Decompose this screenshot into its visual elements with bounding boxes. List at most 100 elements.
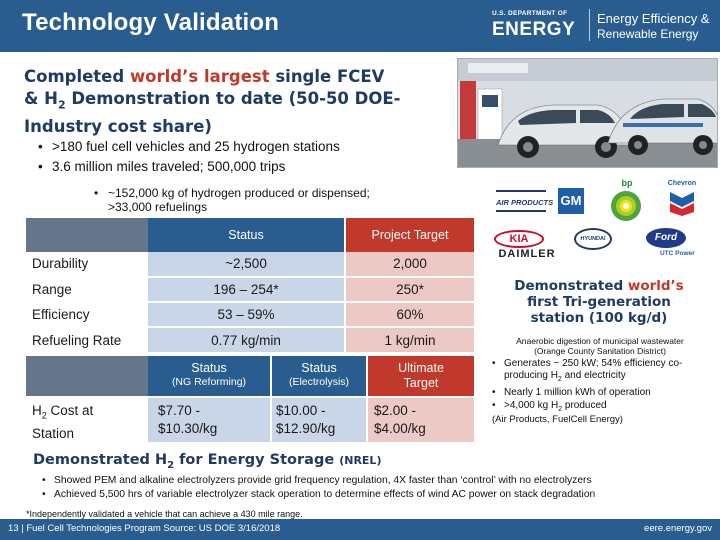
refueling-target: 1 kg/min xyxy=(384,333,436,348)
durability-status: ~2,500 xyxy=(225,256,267,271)
es-bullet-text: Showed PEM and alkaline electrolyzers pr… xyxy=(54,475,592,486)
bullet-miles: • 3.6 million miles traveled; 500,000 tr… xyxy=(38,159,286,174)
bp-logo-text: bp xyxy=(621,178,633,188)
es-bullet-stack: • Achieved 5,500 hrs of variable electro… xyxy=(42,489,596,500)
doe-logo-small-text: U.S. DEPARTMENT OF xyxy=(492,10,568,17)
tri-generation-heading: Demonstrated world’s first Tri-generatio… xyxy=(480,278,718,326)
bullet-dot: • xyxy=(492,387,496,398)
row-label-range: Range xyxy=(32,282,72,297)
footer-url[interactable]: eere.energy.gov xyxy=(644,523,712,534)
row-label-durability: Durability xyxy=(32,256,89,271)
partner-logos: AIR PRODUCTS GM bp Chevron KIA HYUNDAI F… xyxy=(484,178,720,264)
tri-bullet-text: Nearly 1 million kWh of operation xyxy=(504,387,651,398)
table-corner-cell xyxy=(26,218,148,252)
cost-el-cell xyxy=(272,398,366,442)
energy-storage-heading: Demonstrated H2 for Energy Storage (NREL… xyxy=(33,452,381,471)
cost-header-ultimate: Ultimate Target xyxy=(368,356,474,396)
cost-header-electrolysis: Status (Electrolysis) xyxy=(272,356,366,396)
tri-bullet-text: >4,000 kg H xyxy=(504,400,559,411)
tri-bullet-sub: 2 xyxy=(558,406,563,413)
headline-part2: single FCEV xyxy=(269,67,385,86)
bullet-dot: • xyxy=(94,186,99,200)
bullet-dot: • xyxy=(492,358,496,369)
bullet-dot: • xyxy=(38,159,43,174)
es-bullet-frequency: • Showed PEM and alkaline electrolyzers … xyxy=(42,475,592,486)
tri-head-line2: first Tri-generation xyxy=(527,294,671,310)
tri-sub-line2: (Orange County Sanitation District) xyxy=(534,346,666,356)
tri-bullet-text: Generates ~ 250 kW; 54% efficiency co-pr… xyxy=(504,358,683,381)
headline-sub: 2 xyxy=(57,98,66,112)
headline-highlight: world’s largest xyxy=(129,67,270,86)
cost-label-line2: Station xyxy=(32,425,75,441)
es-head-nrel: (NREL) xyxy=(339,454,382,467)
air-products-logo: AIR PRODUCTS xyxy=(496,190,553,212)
cost-header-el-sub: (Electrolysis) xyxy=(288,376,350,388)
cost-ng-value: $7.70 - $10.30/kg xyxy=(158,402,217,438)
efficiency-status: 53 – 59% xyxy=(217,307,275,322)
cost-el-value: $10.00 - $12.90/kg xyxy=(276,402,335,438)
bullet-dot: • xyxy=(42,475,46,486)
row-label-refueling-rate: Refueling Rate xyxy=(32,333,122,348)
cost-row-label: H2 Cost at Station xyxy=(32,402,93,443)
tri-head-line3: station (100 kg/d) xyxy=(530,310,668,326)
header-bar: Technology Validation U.S. DEPARTMENT OF… xyxy=(0,0,720,52)
cost-label-rest: Cost at xyxy=(46,403,94,418)
cost-header-ng-sub: (NG Reforming) xyxy=(171,376,247,388)
es-bullet-text: Achieved 5,500 hrs of variable electroly… xyxy=(54,489,596,500)
footnote: *Independently validated a vehicle that … xyxy=(26,509,303,519)
bullet-dot: • xyxy=(42,489,46,500)
cost-label-h: H xyxy=(32,403,42,418)
durability-target: 2,000 xyxy=(393,256,427,271)
tri-bullet-generates: • Generates ~ 250 kW; 54% efficiency co-… xyxy=(492,358,716,386)
fcev-station-photo xyxy=(457,58,718,168)
tri-generation-subtitle: Anaerobic digestion of municipal wastewa… xyxy=(490,336,710,356)
row-label-efficiency: Efficiency xyxy=(32,307,90,322)
es-head-pre: Demonstrated H xyxy=(33,452,168,468)
footer-bar: 13 | Fuel Cell Technologies Program Sour… xyxy=(0,519,720,540)
hyundai-logo: HYUNDAI xyxy=(574,228,612,250)
cost-ut-value: $2.00 - $4.00/kg xyxy=(374,402,426,438)
cost-corner-cell xyxy=(26,356,148,396)
tri-bullet-tail: produced xyxy=(562,400,607,411)
refueling-status: 0.77 kg/min xyxy=(211,333,281,348)
tri-bullet-sub: 2 xyxy=(557,376,562,383)
doe-logo: U.S. DEPARTMENT OF ENERGY xyxy=(492,10,584,42)
tri-sub-line1: Anaerobic digestion of municipal wastewa… xyxy=(516,336,684,346)
bullet-text-line1: ~152,000 kg of hydrogen produced or disp… xyxy=(108,186,370,200)
bullet-text: 3.6 million miles traveled; 500,000 trip… xyxy=(52,159,286,174)
headline: Completed world’s largest single FCEV & … xyxy=(24,66,454,138)
range-status: 196 – 254* xyxy=(213,282,279,297)
efficiency-target: 60% xyxy=(396,307,424,322)
tri-bullet-operation: • Nearly 1 million kWh of operation xyxy=(492,387,716,399)
es-head-sub: 2 xyxy=(167,459,175,471)
table-header-status: Status xyxy=(148,218,344,252)
cost-header-ng-title: Status xyxy=(191,361,227,375)
cost-header-ut-title: Ultimate xyxy=(398,361,444,375)
cost-label-sub: 2 xyxy=(41,410,47,421)
table-header-target: Project Target xyxy=(346,218,474,252)
ford-logo: Ford xyxy=(646,228,686,248)
bullet-vehicles: • >180 fuel cell vehicles and 25 hydroge… xyxy=(38,139,340,154)
utc-power-logo: UTC Power xyxy=(660,250,695,257)
kia-logo: KIA xyxy=(494,230,544,248)
cost-el-line2: $12.90/kg xyxy=(276,421,336,436)
cost-header-ut-sub: Target xyxy=(403,376,439,390)
eere-logo-line2: Renewable Energy xyxy=(597,27,699,41)
row-separator xyxy=(148,301,474,303)
cost-header-el-title: Status xyxy=(301,361,337,375)
bullet-text-line2: >33,000 refuelings xyxy=(108,200,208,214)
headline-part3: & H xyxy=(24,89,58,108)
footer-source: 13 | Fuel Cell Technologies Program Sour… xyxy=(8,523,281,534)
bullet-dot: • xyxy=(492,400,496,411)
cost-ut-line1: $2.00 - xyxy=(374,403,417,418)
bullet-hydrogen: • ~152,000 kg of hydrogen produced or di… xyxy=(94,186,370,214)
tri-head-pre: Demonstrated xyxy=(514,278,628,294)
bullet-text: >180 fuel cell vehicles and 25 hydrogen … xyxy=(52,139,340,154)
row-separator xyxy=(148,276,474,278)
tri-bullet-produced: • >4,000 kg H2 produced xyxy=(492,400,716,416)
tri-bullet-tail: and electricity xyxy=(561,370,626,381)
chevron-icon xyxy=(670,192,694,216)
cost-el-line1: $10.00 - xyxy=(276,403,326,418)
slide-title: Technology Validation xyxy=(22,9,280,36)
headline-part1: Completed xyxy=(24,67,130,86)
